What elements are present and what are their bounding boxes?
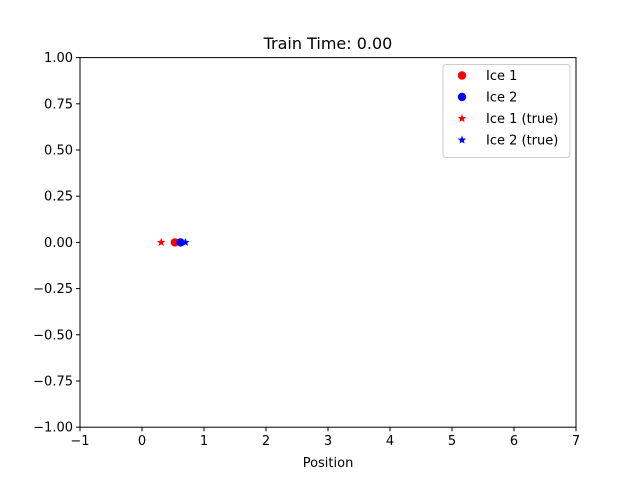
data-point-ice-2-true <box>181 237 190 247</box>
x-tick-label: 3 <box>324 434 332 449</box>
x-tick-label: 4 <box>386 434 394 449</box>
y-tick-label: 1.00 <box>44 51 73 66</box>
y-tick-label: 0.00 <box>44 236 73 251</box>
x-tick-label: 7 <box>572 434 580 449</box>
x-tick-label: 0 <box>138 434 146 449</box>
legend-label: Ice 2 (true) <box>486 134 558 149</box>
x-tick-label: 6 <box>510 434 518 449</box>
axis-ticks: −1 0 1 2 3 4 5 6 7 −1.00 −0.75 −0.50 −0.25 0.00 0.25 0.… <box>33 51 580 449</box>
y-tick-label: −0.50 <box>33 328 73 343</box>
y-tick-label: −1.00 <box>33 421 73 436</box>
x-tick-label: −1 <box>70 434 89 449</box>
data-point-ice-2 <box>176 238 185 247</box>
legend-marker-ice-1-true <box>457 114 467 123</box>
legend-label: Ice 2 <box>486 91 517 106</box>
legend-label: Ice 1 <box>486 69 517 84</box>
chart-title: Train Time: 0.00 <box>263 34 393 53</box>
x-tick-label: 2 <box>262 434 270 449</box>
legend-box <box>442 64 571 158</box>
y-tick-label: 0.75 <box>44 97 73 112</box>
data-points <box>156 237 190 247</box>
plot-area-frame <box>79 57 577 428</box>
x-tick-label: 1 <box>200 434 208 449</box>
legend-marker-ice-1 <box>457 71 467 80</box>
x-axis-label: Position <box>303 456 354 471</box>
y-tick-label: −0.25 <box>33 282 73 297</box>
legend-label: Ice 1 (true) <box>486 112 558 127</box>
legend-marker-ice-2 <box>457 92 467 102</box>
x-tick-label: 5 <box>448 434 456 449</box>
y-tick-label: −0.75 <box>33 375 73 390</box>
y-tick-label: 0.50 <box>44 144 73 159</box>
data-point-ice-1-true <box>156 237 166 247</box>
chart-legend: Ice 1 Ice 2 Ice 1 (true) Ice 2 (true) <box>442 64 571 158</box>
legend-marker-ice-2-true <box>457 135 467 144</box>
y-tick-label: 0.25 <box>44 190 73 205</box>
